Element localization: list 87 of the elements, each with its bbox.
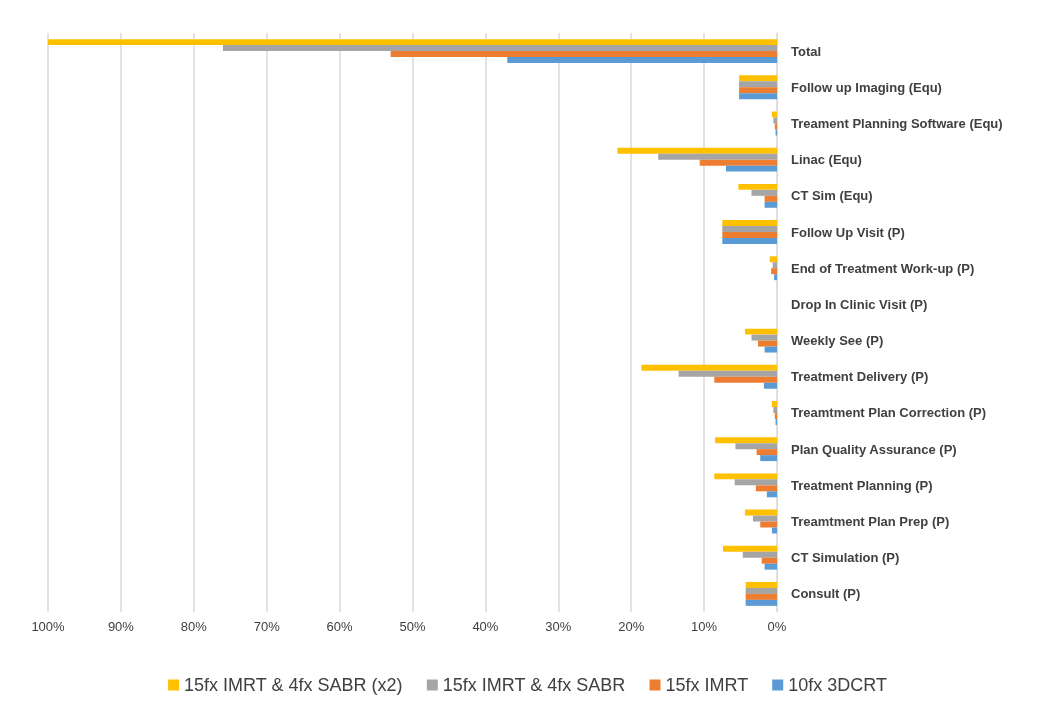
bar bbox=[745, 593, 777, 600]
bar bbox=[739, 93, 777, 100]
y-tick-label: Treatment Planning (P) bbox=[791, 477, 933, 493]
x-tick-label: 30% bbox=[545, 619, 572, 634]
bar bbox=[714, 376, 777, 383]
bar bbox=[678, 370, 777, 377]
bar bbox=[714, 473, 777, 480]
bar bbox=[755, 485, 777, 492]
y-tick-label: CT Simulation (P) bbox=[791, 550, 900, 566]
y-tick-label: Treamtment Plan Prep (P) bbox=[791, 514, 950, 530]
bar bbox=[764, 195, 777, 202]
bar bbox=[773, 117, 777, 124]
bar bbox=[756, 449, 777, 456]
bar bbox=[752, 515, 777, 522]
bar bbox=[760, 521, 777, 528]
bar bbox=[722, 226, 777, 233]
bar bbox=[745, 599, 777, 606]
x-tick-label: 0% bbox=[767, 619, 787, 634]
bar bbox=[739, 87, 777, 94]
x-tick-label: 10% bbox=[691, 619, 718, 634]
y-tick-label: CT Sim (Equ) bbox=[791, 188, 873, 204]
legend-label: 15fx IMRT & 4fx SABR (x2) bbox=[184, 675, 403, 695]
y-tick-label: Linac (Equ) bbox=[791, 152, 862, 168]
bar bbox=[658, 153, 777, 160]
bar bbox=[723, 545, 777, 552]
y-tick-label: Consult (P) bbox=[791, 586, 861, 602]
y-tick-label: Follow Up Visit (P) bbox=[791, 224, 905, 240]
bar bbox=[739, 75, 777, 82]
bar bbox=[725, 165, 777, 172]
x-tick-label: 80% bbox=[180, 619, 208, 634]
bar bbox=[771, 268, 777, 275]
bar bbox=[751, 189, 777, 196]
y-tick-label: Treamtment Plan Correction (P) bbox=[791, 405, 987, 421]
bar bbox=[48, 39, 777, 46]
bar bbox=[771, 401, 777, 407]
y-tick-label: Follow up Imaging (Equ) bbox=[791, 79, 942, 95]
x-tick-label: 50% bbox=[399, 619, 426, 634]
bar bbox=[715, 437, 777, 444]
bar bbox=[742, 551, 777, 558]
y-tick-label: Weekly See (P) bbox=[791, 333, 884, 349]
x-tick-label: 90% bbox=[107, 619, 135, 634]
bar bbox=[738, 183, 777, 190]
bar bbox=[758, 340, 777, 347]
bar bbox=[735, 443, 777, 450]
y-tick-label: Treament Planning Software (Equ) bbox=[791, 115, 1003, 131]
bar bbox=[222, 45, 777, 52]
bar bbox=[745, 581, 777, 588]
y-tick-label: Drop In Clinic Visit (P) bbox=[791, 296, 928, 312]
bar bbox=[774, 412, 777, 419]
bar bbox=[760, 455, 777, 462]
x-tick-label: 60% bbox=[326, 619, 354, 634]
y-tick-label: Plan Quality Assurance (P) bbox=[791, 441, 957, 457]
bar bbox=[761, 557, 777, 564]
bar bbox=[739, 81, 777, 88]
bar bbox=[764, 563, 777, 570]
bar bbox=[390, 51, 777, 58]
bar bbox=[774, 274, 777, 281]
bar bbox=[722, 232, 777, 238]
bar bbox=[641, 364, 777, 371]
legend-label: 10fx 3DCRT bbox=[788, 675, 887, 695]
bar bbox=[507, 57, 777, 64]
x-tick-label: 20% bbox=[618, 619, 645, 634]
bar bbox=[751, 334, 777, 341]
bar bbox=[773, 407, 777, 413]
bar bbox=[744, 328, 777, 335]
bar bbox=[722, 220, 777, 227]
legend-label: 15fx IMRT bbox=[665, 675, 749, 695]
x-tick-label: 40% bbox=[472, 619, 499, 634]
y-tick-label: End of Treatment Work-up (P) bbox=[791, 260, 975, 276]
bar bbox=[772, 262, 777, 269]
x-tick-label: 100% bbox=[31, 619, 66, 634]
y-tick-label: Total bbox=[791, 43, 822, 59]
bar bbox=[699, 159, 777, 166]
bar bbox=[764, 201, 777, 208]
y-tick-label: Treatment Delivery (P) bbox=[791, 369, 929, 385]
x-tick-label: 70% bbox=[253, 619, 281, 634]
bar bbox=[769, 256, 777, 263]
bar bbox=[763, 382, 777, 389]
bar bbox=[774, 123, 777, 130]
bar bbox=[745, 587, 777, 594]
bar bbox=[617, 147, 777, 154]
bar bbox=[734, 479, 777, 486]
bar bbox=[722, 238, 777, 244]
bar bbox=[744, 509, 777, 516]
bar bbox=[766, 491, 777, 498]
legend-label: 15fx IMRT & 4fx SABR bbox=[442, 675, 626, 695]
bar bbox=[764, 346, 777, 353]
